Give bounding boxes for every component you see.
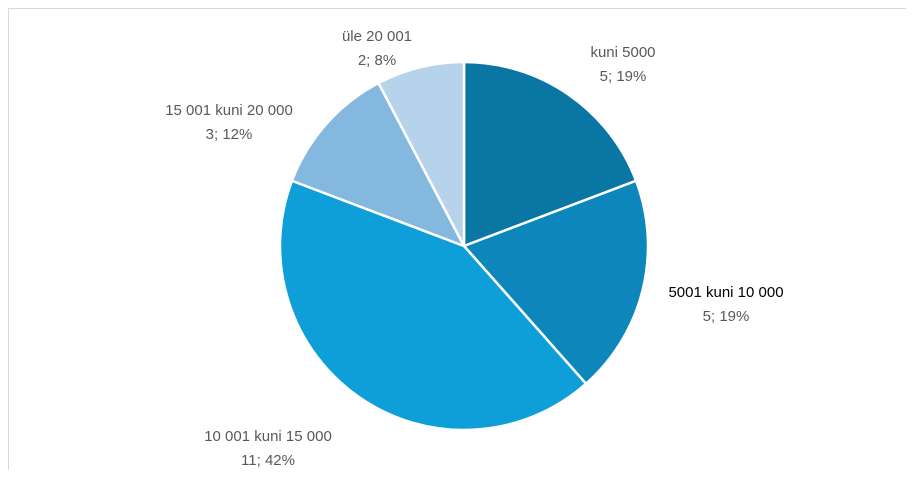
pie-slice-10-001-kuni-15-000	[278, 179, 588, 432]
label-10001-kuni-15000-name: 10 001 kuni 15 000	[204, 428, 332, 445]
label-10001-kuni-15000-value: 11; 42%	[241, 452, 295, 469]
frame-left-border	[8, 8, 9, 470]
pie-slice-üle-20-001	[377, 60, 466, 248]
label-kuni-5000-value: 5; 19%	[600, 68, 647, 85]
pie-slice-5001-kuni-10-000	[462, 179, 650, 385]
label-5001-kuni-10000-value: 5; 19%	[703, 308, 750, 325]
label-ule-20001-value: 2; 8%	[358, 52, 396, 69]
label-15001-kuni-20000-name: 15 001 kuni 20 000	[165, 102, 293, 119]
label-5001-kuni-10000-name: 5001 kuni 10 000	[668, 284, 783, 301]
label-15001-kuni-20000-value: 3; 12%	[206, 126, 253, 143]
label-kuni-5000-name: kuni 5000	[590, 44, 655, 61]
frame-top-border	[8, 8, 906, 9]
pie-slices	[278, 60, 650, 432]
pie-slice-15-001-kuni-20-000	[290, 81, 466, 248]
pie-slice-kuni-5000	[462, 60, 638, 248]
label-ule-20001-name: üle 20 001	[342, 28, 412, 45]
